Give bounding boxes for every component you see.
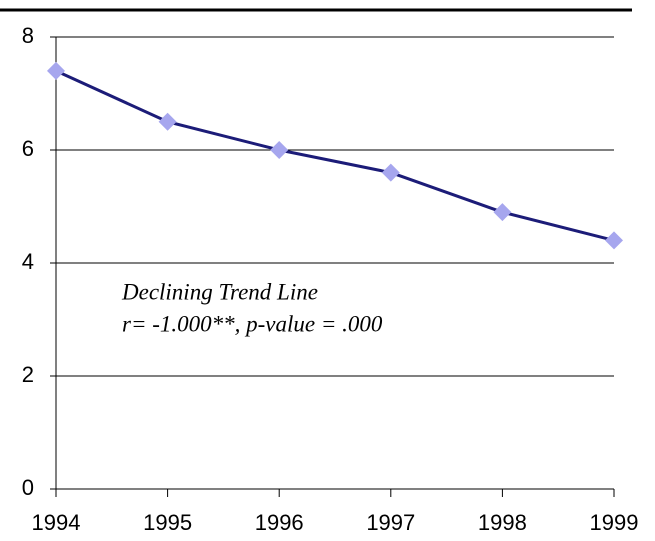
y-tick-label: 8 — [22, 23, 34, 48]
x-tick-label: 1994 — [32, 510, 81, 535]
x-tick-label: 1995 — [143, 510, 192, 535]
marker — [270, 141, 289, 159]
x-tick-label: 1999 — [590, 510, 639, 535]
annotation: Declining Trend Line — [121, 279, 318, 304]
y-tick-label: 6 — [22, 136, 34, 161]
marker — [605, 231, 623, 250]
marker — [47, 61, 65, 80]
y-tick-label: 2 — [22, 362, 34, 387]
y-tick-label: 0 — [22, 475, 34, 500]
x-tick-label: 1998 — [478, 510, 527, 535]
line — [55, 69, 615, 242]
annotation: r= -1.000**, p-value = .000 — [122, 311, 383, 336]
y-tick-label: 4 — [22, 249, 34, 274]
x-tick-label: 1996 — [255, 510, 304, 535]
x-tick-label: 1997 — [366, 510, 415, 535]
marker — [493, 203, 512, 222]
marker — [158, 112, 177, 131]
marker — [381, 163, 400, 182]
